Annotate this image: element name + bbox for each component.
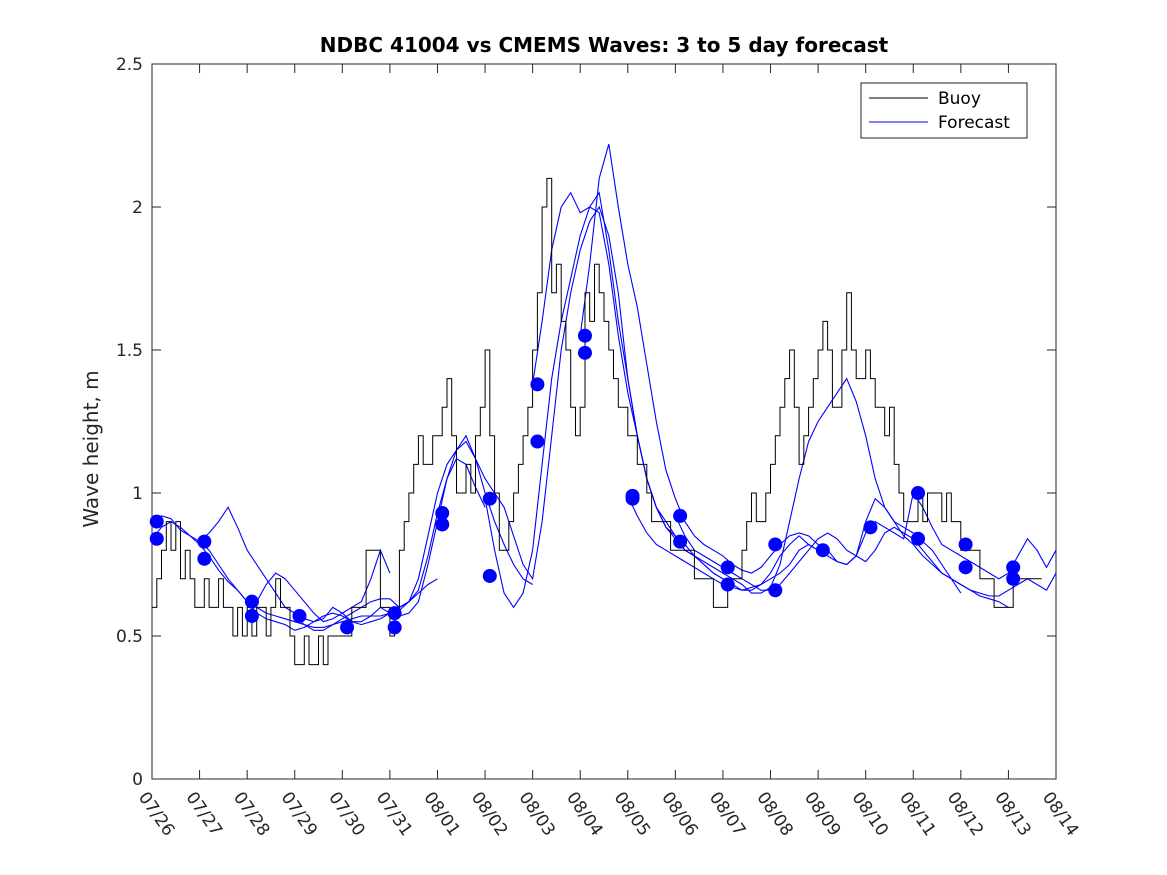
- y-tick-label: 1.5: [116, 341, 143, 361]
- forecast-line: [294, 205, 724, 631]
- legend-buoy-label: Buoy: [938, 89, 981, 109]
- legend: Buoy Forecast: [860, 82, 1028, 139]
- x-tick-label: 07/26: [134, 788, 178, 840]
- x-tick-label: 08/10: [848, 788, 892, 840]
- forecast-marker: [577, 328, 592, 343]
- x-tick-label: 08/02: [467, 788, 511, 840]
- x-tick-label: 08/03: [515, 788, 559, 840]
- x-ticks: 07/26 07/27 07/28 07/29 07/30 07/31 08/01 08/02…: [134, 64, 1082, 840]
- forecast-marker: [149, 514, 164, 529]
- y-tick-label: 0.5: [116, 627, 143, 647]
- y-tick-label: 2.5: [116, 55, 143, 75]
- forecast-marker: [482, 568, 497, 583]
- legend-box: [860, 82, 1028, 139]
- forecast-marker: [387, 606, 402, 621]
- forecast-line: [484, 191, 819, 609]
- x-tick-label: 08/08: [752, 788, 796, 840]
- forecast-marker: [768, 583, 783, 598]
- forecast-marker: [720, 560, 735, 575]
- forecast-marker: [197, 551, 212, 566]
- x-tick-label: 08/07: [705, 788, 749, 840]
- x-tick-label: 08/04: [562, 788, 606, 840]
- forecast-line: [579, 143, 1009, 608]
- forecast-line: [246, 548, 391, 623]
- forecast-marker: [958, 537, 973, 552]
- forecast-marker: [387, 620, 402, 635]
- x-tick-label: 08/09: [800, 788, 844, 840]
- forecast-marker: [482, 491, 497, 506]
- forecast-marker: [530, 434, 545, 449]
- x-tick-label: 08/11: [895, 788, 939, 840]
- forecast-marker: [863, 520, 878, 535]
- chart-title: NDBC 41004 vs CMEMS Waves: 3 to 5 day fo…: [320, 33, 889, 57]
- axes-box: [151, 63, 1057, 780]
- forecast-marker: [435, 506, 450, 521]
- forecast-line: [674, 515, 1057, 597]
- forecast-marker: [720, 577, 735, 592]
- y-ticks: 0 0.5 1 1.5 2 2.5: [116, 55, 1056, 790]
- forecast-marker: [673, 508, 688, 523]
- forecast-marker: [197, 534, 212, 549]
- forecast-line: [627, 491, 1057, 591]
- x-tick-label: 07/27: [181, 788, 225, 840]
- x-tick-label: 08/05: [610, 788, 654, 840]
- forecast-marker: [292, 608, 307, 623]
- forecast-marker: [340, 620, 355, 635]
- x-tick-label: 07/30: [324, 788, 368, 840]
- forecast-marker: [815, 543, 830, 558]
- forecast-marker: [244, 594, 259, 609]
- forecast-marker: [768, 537, 783, 552]
- forecast-marker: [911, 486, 926, 500]
- forecast-marker: [1006, 571, 1021, 586]
- x-tick-label: 07/31: [372, 788, 416, 840]
- y-tick-label: 1: [132, 484, 143, 504]
- x-tick-label: 08/01: [419, 788, 463, 840]
- y-tick-label: 2: [132, 198, 143, 218]
- plot-area: 0 0.5 1 1.5 2 2.5 07/26 07/27 07/28 07/29 07/30 07…: [116, 55, 1082, 840]
- forecast-marker: [625, 491, 640, 506]
- series-layer: [151, 143, 1057, 666]
- x-tick-label: 08/12: [943, 788, 987, 840]
- buoy-line: [152, 177, 1042, 666]
- forecast-marker: [958, 560, 973, 575]
- forecast-marker: [577, 345, 592, 360]
- legend-forecast-label: Forecast: [938, 113, 1010, 133]
- y-tick-label: 0: [132, 770, 143, 790]
- x-tick-label: 08/06: [657, 788, 701, 840]
- y-axis-label: Wave height, m: [79, 370, 103, 527]
- x-tick-label: 08/14: [1038, 788, 1082, 840]
- forecast-marker: [1006, 560, 1021, 575]
- x-tick-label: 08/13: [990, 788, 1034, 840]
- forecast-marker: [435, 517, 450, 532]
- x-tick-label: 07/29: [277, 788, 321, 840]
- marker-layer: [149, 328, 1021, 635]
- forecast-marker: [149, 531, 164, 546]
- forecast-marker: [244, 608, 259, 623]
- forecast-marker: [530, 377, 545, 392]
- forecast-line: [199, 434, 533, 623]
- forecast-marker: [911, 531, 926, 546]
- x-tick-label: 07/28: [229, 788, 273, 840]
- forecast-marker: [673, 534, 688, 549]
